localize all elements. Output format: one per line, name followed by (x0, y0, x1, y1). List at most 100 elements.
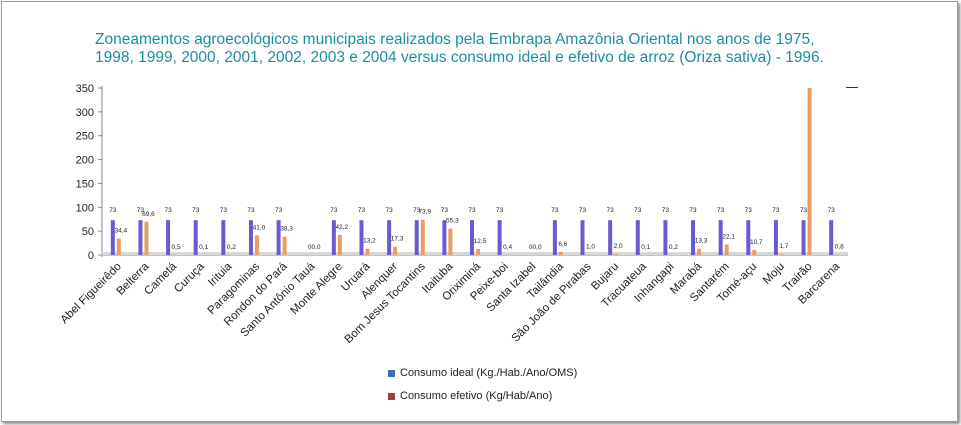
data-label-efetivo: 0,4 (503, 244, 512, 251)
data-label-efetivo: 73,9 (418, 209, 431, 216)
x-tick-label: Abel Figueirêdo (58, 261, 123, 326)
bar-consumo-ideal (470, 220, 474, 255)
y-tick-label: 150 (76, 178, 94, 190)
data-label-ideal: 73 (164, 207, 172, 214)
bar-consumo-efetivo (558, 251, 563, 255)
bar-consumo-efetivo (697, 248, 702, 255)
bar-consumo-efetivo (476, 249, 480, 255)
y-tick-label: 50 (82, 226, 94, 238)
y-tick-label: 300 (76, 107, 94, 119)
data-label-ideal: 73 (330, 207, 338, 214)
bar-consumo-ideal (718, 220, 723, 255)
data-label-efetivo: 12,5 (474, 238, 487, 245)
data-label-efetivo: 6,6 (558, 241, 567, 248)
data-label-efetivo: 0,5 (172, 244, 181, 251)
data-label-efetivo: 38,3 (280, 226, 293, 233)
bar-consumo-ideal (442, 220, 447, 255)
bar-consumo-efetivo (337, 234, 342, 255)
bar-consumo-ideal (580, 220, 585, 255)
y-tick-label: 250 (76, 131, 94, 143)
y-tick-label: 100 (76, 202, 94, 214)
bar-consumo-ideal (166, 220, 171, 255)
bar-consumo-ideal (552, 220, 557, 255)
data-label-efetivo: 00,0 (529, 244, 542, 251)
data-label-efetivo: 69,6 (142, 211, 155, 218)
bar-consumo-ideal (331, 220, 336, 255)
y-tick-label: 0 (88, 250, 94, 262)
legend-label-ideal: Consumo ideal (Kg./Hab./Ano/OMS) (400, 367, 578, 379)
bar-consumo-ideal (635, 220, 640, 255)
bar-consumo-efetivo (779, 254, 784, 255)
bar-consumo-efetivo (724, 244, 729, 255)
data-label-efetivo: 00,0 (308, 244, 321, 251)
bar-consumo-ideal (248, 220, 253, 255)
data-label-ideal: 73 (192, 207, 200, 214)
bar-consumo-ideal (276, 220, 281, 255)
data-label-efetivo: 0,2 (227, 244, 236, 251)
bar-consumo-ideal (663, 220, 668, 255)
data-label-ideal: 73 (662, 207, 670, 214)
data-label-ideal: 73 (275, 207, 283, 214)
bar-consumo-ideal (497, 220, 502, 255)
bar-consumo-ideal (138, 220, 143, 255)
data-label-efetivo: 55,3 (446, 218, 459, 225)
x-axis-floor (102, 252, 848, 255)
data-label-efetivo: 41,0 (253, 224, 266, 231)
data-label-ideal: 73 (247, 207, 255, 214)
bar-consumo-ideal (387, 220, 392, 255)
data-label-ideal: 73 (441, 207, 449, 214)
chart-title: Zoneamentos agroecológicos municipais re… (95, 31, 824, 66)
bar-consumo-ideal (801, 220, 806, 255)
data-label-ideal: 73 (413, 207, 421, 214)
bar-consumo-ideal (193, 220, 198, 255)
y-tick-label: 350 (76, 83, 94, 95)
bar-consumo-efetivo (614, 254, 619, 255)
data-label-efetivo: 1,7 (779, 243, 788, 250)
data-label-efetivo: 34,4 (114, 228, 127, 235)
data-label-ideal: 73 (468, 207, 476, 214)
data-label-efetivo: 2,0 (614, 243, 623, 250)
data-label-efetivo: 0,8 (835, 244, 844, 251)
bar-consumo-ideal (773, 220, 778, 255)
bar-consumo-ideal (829, 220, 834, 255)
data-label-ideal: 73 (220, 207, 228, 214)
legend-item-consumo-efetivo: Consumo efetivo (Kg/Hab/Ano) (388, 390, 552, 402)
data-label-efetivo: 0,1 (199, 244, 208, 251)
data-label-efetivo: 10,7 (750, 239, 763, 246)
data-label-ideal: 73 (607, 207, 615, 214)
data-label-ideal: 73 (828, 207, 836, 214)
bar-consumo-efetivo (116, 238, 121, 255)
bar-consumo-efetivo (752, 249, 757, 255)
data-label-ideal: 73 (800, 207, 808, 214)
x-tick-label: Curuça (172, 260, 207, 295)
data-label-ideal: 73 (358, 207, 366, 214)
bar-consumo-efetivo (254, 235, 259, 255)
data-label-efetivo: 0,2 (669, 244, 678, 251)
legend-swatch-efetivo (388, 392, 395, 400)
bar-consumo-efetivo (448, 228, 453, 255)
data-label-ideal: 73 (109, 207, 117, 214)
data-label-ideal: 73 (689, 207, 697, 214)
bar-consumo-efetivo (420, 219, 425, 255)
bar-consumo-ideal (359, 220, 364, 255)
data-label-efetivo: 0,1 (641, 244, 650, 251)
data-label-efetivo: 17,3 (391, 236, 404, 243)
data-label-ideal: 73 (551, 207, 559, 214)
data-label-ideal: 73 (745, 207, 753, 214)
bar-consumo-ideal (110, 220, 115, 255)
data-label-ideal: 73 (772, 207, 780, 214)
bar-consumo-efetivo (807, 88, 812, 255)
data-label-efetivo: 22,1 (722, 233, 735, 240)
bar-consumo-efetivo (393, 246, 398, 255)
bar-consumo-efetivo (282, 236, 287, 255)
data-label-efetivo: 42,2 (336, 224, 349, 231)
data-label-ideal: 73 (137, 207, 145, 214)
bar-consumo-ideal (691, 220, 696, 255)
bar-consumo-ideal (221, 220, 226, 255)
bar-consumo-ideal (746, 220, 751, 255)
legend-item-consumo-ideal: Consumo ideal (Kg./Hab./Ano/OMS) (388, 367, 577, 379)
bar-consumo-ideal (414, 220, 419, 255)
y-tick-label: 200 (76, 155, 94, 167)
